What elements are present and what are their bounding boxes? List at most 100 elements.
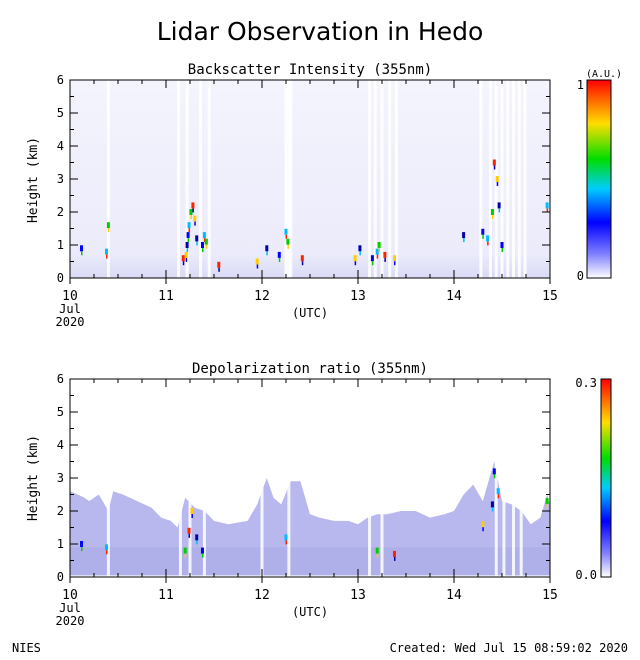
depolarization-feature-mark — [183, 547, 187, 554]
backscatter-feature-mark — [187, 238, 190, 243]
depolarization-feature-mark — [493, 474, 496, 479]
backscatter-background — [70, 80, 550, 278]
backscatter-feature-mark — [181, 255, 185, 262]
backscatter-feature-mark — [204, 238, 208, 245]
backscatter-feature-mark — [256, 264, 259, 269]
backscatter-feature-mark — [201, 248, 204, 252]
backscatter-colorbar-max: 1 — [577, 78, 584, 92]
depolarization-feature-mark — [184, 553, 187, 558]
backscatter-feature-mark — [286, 238, 290, 245]
depolarization-feature-mark — [105, 550, 108, 555]
backscatter-gap — [176, 80, 180, 278]
backscatter-gap — [284, 80, 288, 278]
backscatter-xtick-label: 12 — [254, 289, 270, 304]
depolarization-feature-mark — [375, 547, 379, 554]
backscatter-feature-mark — [383, 251, 387, 258]
backscatter-feature-mark — [218, 267, 220, 272]
depolarization-ytick-label: 4 — [57, 438, 64, 452]
backscatter-gap — [512, 80, 516, 278]
backscatter-feature-mark — [266, 251, 268, 256]
backscatter-feature-mark — [107, 228, 110, 233]
backscatter-feature-mark — [202, 232, 206, 239]
backscatter-feature-mark — [203, 238, 206, 243]
depolarization-feature-mark — [195, 534, 199, 541]
backscatter-xtick-label: 14 — [446, 289, 462, 304]
backscatter-feature-mark — [106, 222, 110, 229]
backscatter-gap — [394, 80, 398, 278]
backscatter-feature-mark — [371, 261, 374, 266]
backscatter-feature-mark — [104, 248, 108, 255]
backscatter-feature-mark — [358, 245, 362, 252]
backscatter-feature-mark — [359, 251, 361, 256]
depolarization-feature-mark — [393, 556, 396, 561]
backscatter-colorbar-min: 0 — [577, 269, 584, 283]
backscatter-feature-mark — [187, 222, 191, 229]
backscatter-ytick-label: 3 — [57, 172, 64, 186]
depolarization-feature-mark — [104, 544, 108, 551]
depolarization-xtick-label: 15 — [542, 588, 558, 603]
depolarization-feature-mark — [201, 553, 204, 558]
backscatter-plot-area — [70, 80, 550, 278]
depolarization-ytick-label: 3 — [57, 471, 64, 485]
depolarization-ylabel: Height (km) — [26, 435, 41, 521]
backscatter-feature-mark — [277, 251, 281, 258]
backscatter-gap — [523, 80, 527, 278]
backscatter-feature-mark — [190, 215, 192, 219]
depolarization-feature-mark — [285, 540, 287, 545]
footer-organization: NIES — [12, 641, 41, 655]
backscatter-feature-mark — [285, 234, 287, 239]
backscatter-feature-mark — [196, 241, 198, 246]
depolarization-gap — [368, 379, 372, 577]
backscatter-feature-mark — [384, 257, 386, 262]
backscatter-feature-mark — [80, 245, 84, 252]
backscatter-feature-mark — [378, 248, 381, 252]
backscatter-feature-mark — [463, 238, 465, 243]
backscatter-gap — [506, 80, 510, 278]
depolarization-gap — [380, 379, 384, 577]
backscatter-feature-mark — [495, 176, 499, 182]
backscatter-feature-mark — [185, 257, 188, 262]
backscatter-feature-mark — [500, 242, 504, 248]
backscatter-ytick-label: 4 — [57, 139, 64, 153]
depolarization-xtick-label: 12 — [254, 588, 270, 603]
backscatter-feature-mark — [497, 202, 501, 209]
backscatter-feature-mark — [186, 232, 190, 239]
depolarization-gap — [188, 379, 192, 577]
backscatter-gap — [380, 80, 384, 278]
backscatter-feature-mark — [217, 261, 221, 268]
depolarization-feature-mark — [491, 507, 494, 512]
depolarization-feature-mark — [481, 521, 485, 528]
depolarization-feature-mark — [392, 550, 396, 557]
depolarization-gap — [178, 379, 182, 577]
backscatter-feature-mark — [486, 235, 490, 242]
backscatter-feature-mark — [545, 202, 549, 209]
backscatter-gap — [479, 80, 483, 278]
depolarization-colorbar — [600, 378, 612, 578]
backscatter-ytick-label: 2 — [57, 205, 64, 219]
backscatter-feature-mark — [492, 159, 496, 166]
backscatter-ytick-label: 0 — [57, 271, 64, 285]
depolarization-feature-mark — [376, 553, 379, 558]
depolarization-gap — [287, 379, 291, 577]
depolarization-feature-mark — [190, 508, 194, 514]
backscatter-feature-mark — [392, 255, 396, 262]
backscatter-feature-mark — [487, 241, 489, 246]
backscatter-x-year: 2020 — [56, 315, 85, 329]
depolarization-ytick-label: 2 — [57, 504, 64, 518]
backscatter-feature-mark — [481, 228, 485, 235]
depolarization-gap — [519, 379, 523, 577]
backscatter-feature-mark — [301, 261, 304, 266]
depolarization-feature-mark — [497, 494, 500, 499]
depolarization-gap — [502, 379, 506, 577]
depolarization-feature-mark — [188, 533, 191, 538]
backscatter-gap — [488, 80, 492, 278]
backscatter-feature-mark — [193, 215, 197, 222]
depolarization-xlabel: (UTC) — [292, 605, 328, 619]
footer-created: Created: Wed Jul 15 08:59:02 2020 — [390, 641, 628, 655]
depolarization-ytick-label: 0 — [57, 570, 64, 584]
depolarization-feature-mark — [546, 504, 549, 509]
backscatter-feature-mark — [105, 254, 108, 259]
